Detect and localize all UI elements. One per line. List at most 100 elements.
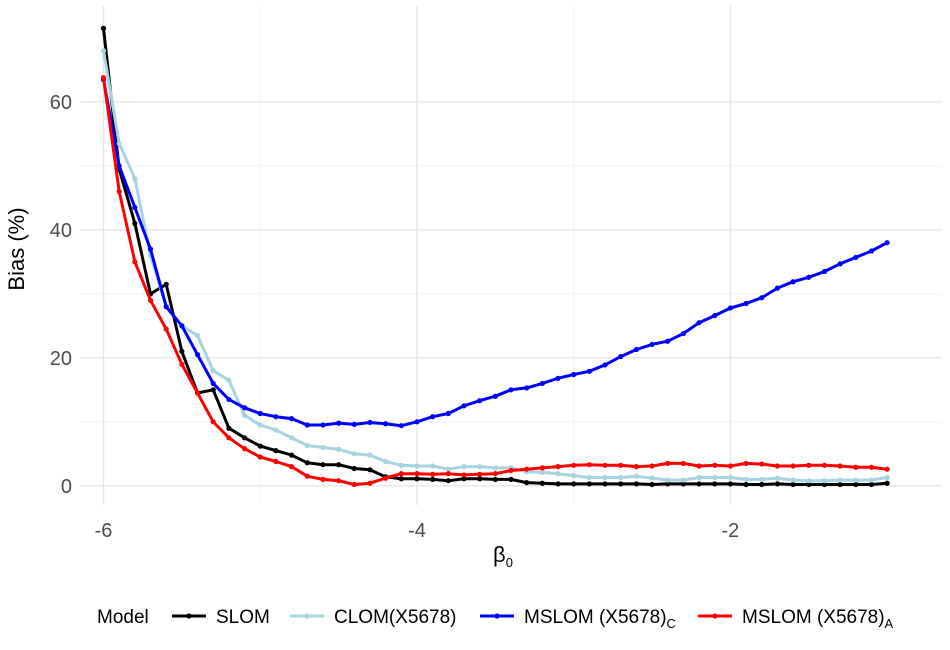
data-point — [712, 474, 718, 481]
y-tick-label: 60 — [50, 92, 72, 114]
data-point — [320, 422, 326, 428]
axis-ticks: -6 -4 -2 0 20 40 60 — [50, 92, 740, 542]
data-point — [257, 454, 263, 460]
data-point — [336, 478, 342, 484]
y-axis-title: Bias (%) — [4, 207, 29, 290]
data-point — [430, 471, 436, 477]
series-3 — [100, 76, 890, 429]
data-point — [351, 465, 357, 472]
data-point — [665, 338, 671, 344]
data-point — [336, 462, 342, 468]
data-point — [727, 474, 734, 481]
data-point — [743, 481, 749, 488]
data-point — [680, 481, 687, 487]
data-point — [179, 323, 185, 329]
data-point — [179, 361, 185, 367]
data-point — [351, 451, 357, 457]
data-point — [555, 471, 561, 477]
data-point — [383, 475, 389, 481]
data-point — [853, 477, 859, 483]
data-point — [132, 204, 138, 211]
data-point — [774, 481, 781, 487]
legend-key-point — [494, 613, 500, 619]
data-point — [539, 465, 545, 471]
data-point — [508, 387, 514, 393]
data-point — [492, 465, 498, 471]
data-point — [853, 254, 859, 261]
data-point — [602, 462, 608, 468]
data-point — [336, 420, 342, 426]
data-point — [884, 466, 890, 472]
data-point — [633, 473, 639, 479]
data-point — [461, 472, 467, 478]
data-point — [210, 419, 216, 425]
data-point — [351, 421, 357, 427]
data-point — [430, 414, 436, 420]
data-point — [837, 261, 843, 267]
data-point — [539, 469, 545, 475]
data-point — [492, 476, 498, 483]
data-point — [696, 320, 702, 326]
data-point — [100, 75, 107, 81]
data-point — [210, 387, 216, 393]
data-point — [759, 461, 765, 467]
data-point — [179, 348, 185, 355]
data-point — [633, 346, 639, 353]
data-point — [492, 471, 498, 477]
data-point — [414, 476, 420, 482]
data-point — [414, 463, 420, 469]
y-tick-label: 40 — [50, 220, 72, 242]
data-point — [774, 463, 781, 469]
data-point — [445, 471, 451, 477]
data-point — [163, 304, 169, 310]
data-point — [116, 188, 122, 195]
data-point — [336, 446, 342, 452]
data-point — [602, 481, 608, 487]
legend-label: SLOM — [216, 607, 270, 628]
x-tick-label: -2 — [722, 520, 740, 542]
data-point — [132, 176, 138, 182]
legend-item: MSLOM (X5678)A — [698, 607, 894, 631]
data-point — [555, 464, 561, 470]
data-point — [618, 474, 624, 481]
data-point — [194, 352, 201, 358]
y-tick-label: 20 — [50, 348, 72, 370]
data-point — [806, 478, 812, 484]
data-point — [288, 464, 295, 470]
data-point — [524, 480, 530, 486]
data-point — [398, 462, 404, 468]
data-point — [383, 458, 389, 465]
data-point — [367, 452, 373, 458]
data-point — [398, 423, 404, 429]
data-point — [461, 476, 467, 482]
legend-title: Model — [97, 607, 149, 628]
data-point — [571, 481, 577, 487]
data-point — [147, 246, 154, 252]
data-point — [884, 474, 890, 481]
data-point — [806, 481, 812, 488]
x-tick-label: -6 — [95, 520, 113, 542]
data-point — [241, 446, 248, 452]
data-point — [273, 427, 279, 433]
series-1 — [100, 25, 890, 488]
data-point — [210, 368, 216, 374]
data-point — [257, 443, 263, 449]
data-point — [696, 481, 702, 487]
legend-key-point — [712, 613, 718, 619]
legend-item: SLOM — [172, 607, 270, 628]
data-point — [696, 463, 702, 469]
series-line — [102, 76, 889, 486]
data-point — [680, 477, 687, 483]
data-point — [774, 475, 781, 481]
data-point — [571, 371, 577, 378]
data-point — [821, 481, 828, 488]
data-point — [508, 467, 514, 474]
data-point — [868, 481, 875, 488]
data-point — [273, 414, 279, 420]
data-point — [304, 422, 310, 428]
legend-label: MSLOM (X5678)C — [524, 607, 676, 631]
data-point — [163, 281, 169, 287]
data-point — [273, 458, 279, 465]
data-point — [806, 462, 812, 468]
data-point — [633, 481, 639, 487]
